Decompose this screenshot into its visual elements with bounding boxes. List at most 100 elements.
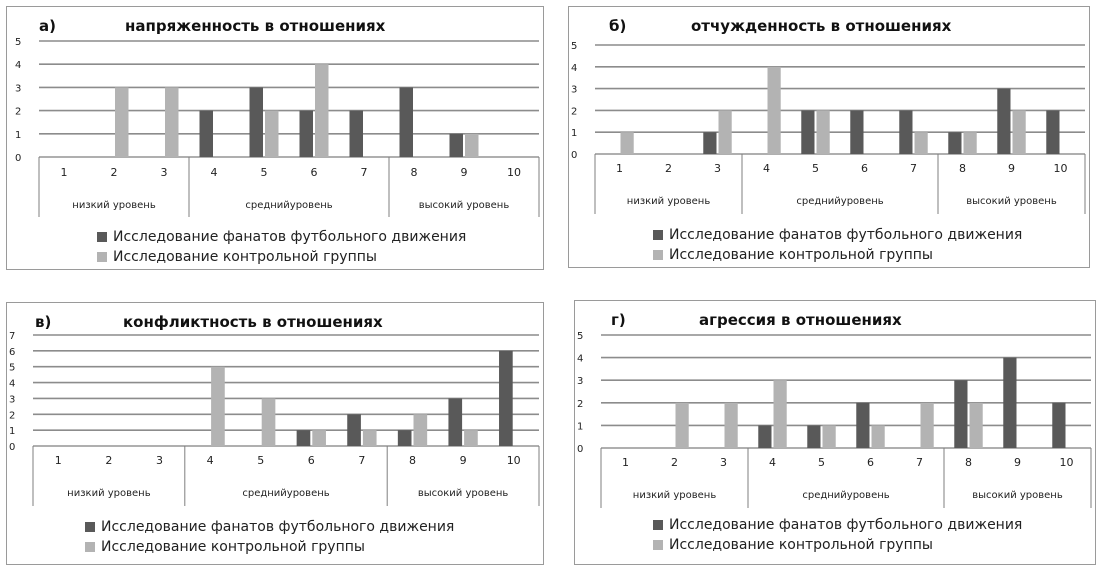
- legend-label-fans: Исследование фанатов футбольного движени…: [669, 227, 1023, 243]
- bar-control: [773, 380, 787, 448]
- chart-panel-a: а) напряженность в отношениях 0 1 2 3 4 5 1 2 3 4…: [6, 6, 544, 270]
- legend-swatch-control: [653, 540, 663, 550]
- bar-fans: [499, 350, 513, 446]
- x-tick-label: 4: [769, 456, 776, 469]
- group-label: высокий уровень: [972, 490, 1063, 501]
- y-tick-label: 5: [15, 37, 21, 48]
- bar-control: [115, 87, 129, 157]
- legend-label-control: Исследование контрольной группы: [113, 249, 377, 265]
- bar-control: [675, 402, 689, 448]
- y-tick-label: 1: [9, 426, 15, 437]
- y-tick-label: 5: [571, 41, 577, 52]
- x-tick-label: 7: [916, 456, 923, 469]
- chart-plot: 0 1 2 3 4 5 1 2 3 4 5 6 7 8 9 10 низкий уровень среднийур…: [577, 331, 1092, 508]
- y-tick-label: 0: [571, 150, 577, 161]
- x-tick-label: 8: [409, 454, 416, 467]
- chart-title: напряженность в отношениях: [125, 17, 386, 35]
- y-tick-label: 3: [577, 376, 583, 387]
- y-tick-label: 3: [9, 394, 15, 405]
- legend-entry-fans: Исследование фанатов футбольного движени…: [97, 227, 466, 247]
- x-tick-label: 4: [763, 162, 770, 175]
- chart-legend: Исследование фанатов футбольного движени…: [653, 515, 1022, 555]
- legend-label-fans: Исследование фанатов футбольного движени…: [113, 229, 467, 245]
- chart-letter: г): [611, 311, 626, 329]
- x-tick-label: 8: [959, 162, 966, 175]
- group-label: высокий уровень: [418, 488, 509, 499]
- bar-fans: [249, 87, 263, 157]
- x-tick-label: 5: [257, 454, 264, 467]
- bar-fans: [347, 414, 361, 446]
- bar-control: [464, 430, 478, 446]
- x-tick-label: 10: [507, 454, 521, 467]
- legend-entry-control: Исследование контрольной группы: [97, 247, 466, 267]
- y-tick-label: 4: [577, 354, 583, 365]
- x-tick-label: 10: [507, 166, 521, 179]
- y-tick-label: 1: [15, 130, 21, 141]
- y-tick-label: 2: [571, 106, 577, 117]
- x-tick-label: 1: [616, 162, 623, 175]
- y-tick-label: 1: [577, 421, 583, 432]
- y-tick-label: 4: [571, 63, 577, 74]
- y-tick-label: 5: [577, 331, 583, 342]
- y-tick-label: 3: [15, 83, 21, 94]
- chart-letter: а): [39, 17, 56, 35]
- x-tick-label: 2: [671, 456, 678, 469]
- y-tick-label: 4: [15, 60, 21, 71]
- x-tick-label: 2: [105, 454, 112, 467]
- legend-entry-control: Исследование контрольной группы: [653, 535, 1022, 555]
- x-tick-label: 10: [1054, 162, 1068, 175]
- x-tick-label: 9: [1008, 162, 1015, 175]
- x-tick-label: 1: [55, 454, 62, 467]
- legend-swatch-control: [85, 542, 95, 552]
- chart-letter: б): [609, 17, 627, 35]
- chart-legend: Исследование фанатов футбольного движени…: [85, 517, 454, 557]
- bar-fans: [296, 430, 311, 446]
- x-tick-label: 4: [207, 454, 214, 467]
- bar-fans: [449, 133, 463, 157]
- x-tick-label: 4: [211, 166, 218, 179]
- x-tick-label: 9: [1014, 456, 1021, 469]
- legend-label-control: Исследование контрольной группы: [669, 247, 933, 263]
- x-tick-label: 9: [461, 166, 468, 179]
- chart-title: агрессия в отношениях: [699, 311, 902, 329]
- x-tick-label: 3: [720, 456, 727, 469]
- chart-panel-d: г) агрессия в отношениях 0 1 2 3 4 5 1 2 3 4 5 6 7 8 9…: [574, 300, 1096, 565]
- bar-control: [165, 87, 179, 157]
- bar-fans: [299, 110, 313, 157]
- bar-fans: [1046, 110, 1060, 154]
- y-tick-label: 2: [577, 399, 583, 410]
- x-tick-label: 9: [460, 454, 467, 467]
- x-tick-label: 6: [867, 456, 874, 469]
- x-tick-label: 8: [965, 456, 972, 469]
- group-label: высокий уровень: [966, 196, 1057, 207]
- x-tick-label: 3: [161, 166, 168, 179]
- chart-panel-b: б) отчужденность в отношениях 0 1 2 3 4 5 1 2 3 4…: [568, 6, 1090, 268]
- chart-legend: Исследование фанатов футбольного движени…: [97, 227, 466, 267]
- x-tick-label: 7: [358, 454, 365, 467]
- x-tick-label: 2: [111, 166, 118, 179]
- x-tick-label: 1: [61, 166, 68, 179]
- legend-entry-fans: Исследование фанатов футбольного движени…: [85, 517, 454, 537]
- bar-fans: [1052, 402, 1066, 448]
- y-tick-label: 0: [577, 444, 583, 455]
- y-tick-label: 2: [15, 107, 21, 118]
- group-label: среднийуровень: [802, 490, 889, 501]
- x-tick-label: 5: [812, 162, 819, 175]
- bar-fans: [899, 110, 913, 154]
- legend-label-control: Исследование контрольной группы: [101, 539, 365, 555]
- bar-fans: [954, 380, 968, 448]
- legend-swatch-fans: [653, 230, 663, 240]
- bar-control: [914, 132, 928, 154]
- bar-control: [816, 110, 830, 154]
- bar-control: [620, 132, 634, 154]
- bar-fans: [703, 132, 717, 154]
- group-label: низкий уровень: [72, 200, 156, 211]
- bar-control: [211, 366, 225, 446]
- y-tick-label: 1: [571, 128, 577, 139]
- bar-control: [822, 425, 836, 448]
- x-tick-label: 8: [411, 166, 418, 179]
- bar-control: [767, 66, 781, 154]
- bar-control: [265, 110, 279, 157]
- legend-entry-fans: Исследование фанатов футбольного движени…: [653, 515, 1022, 535]
- bar-fans: [758, 425, 772, 448]
